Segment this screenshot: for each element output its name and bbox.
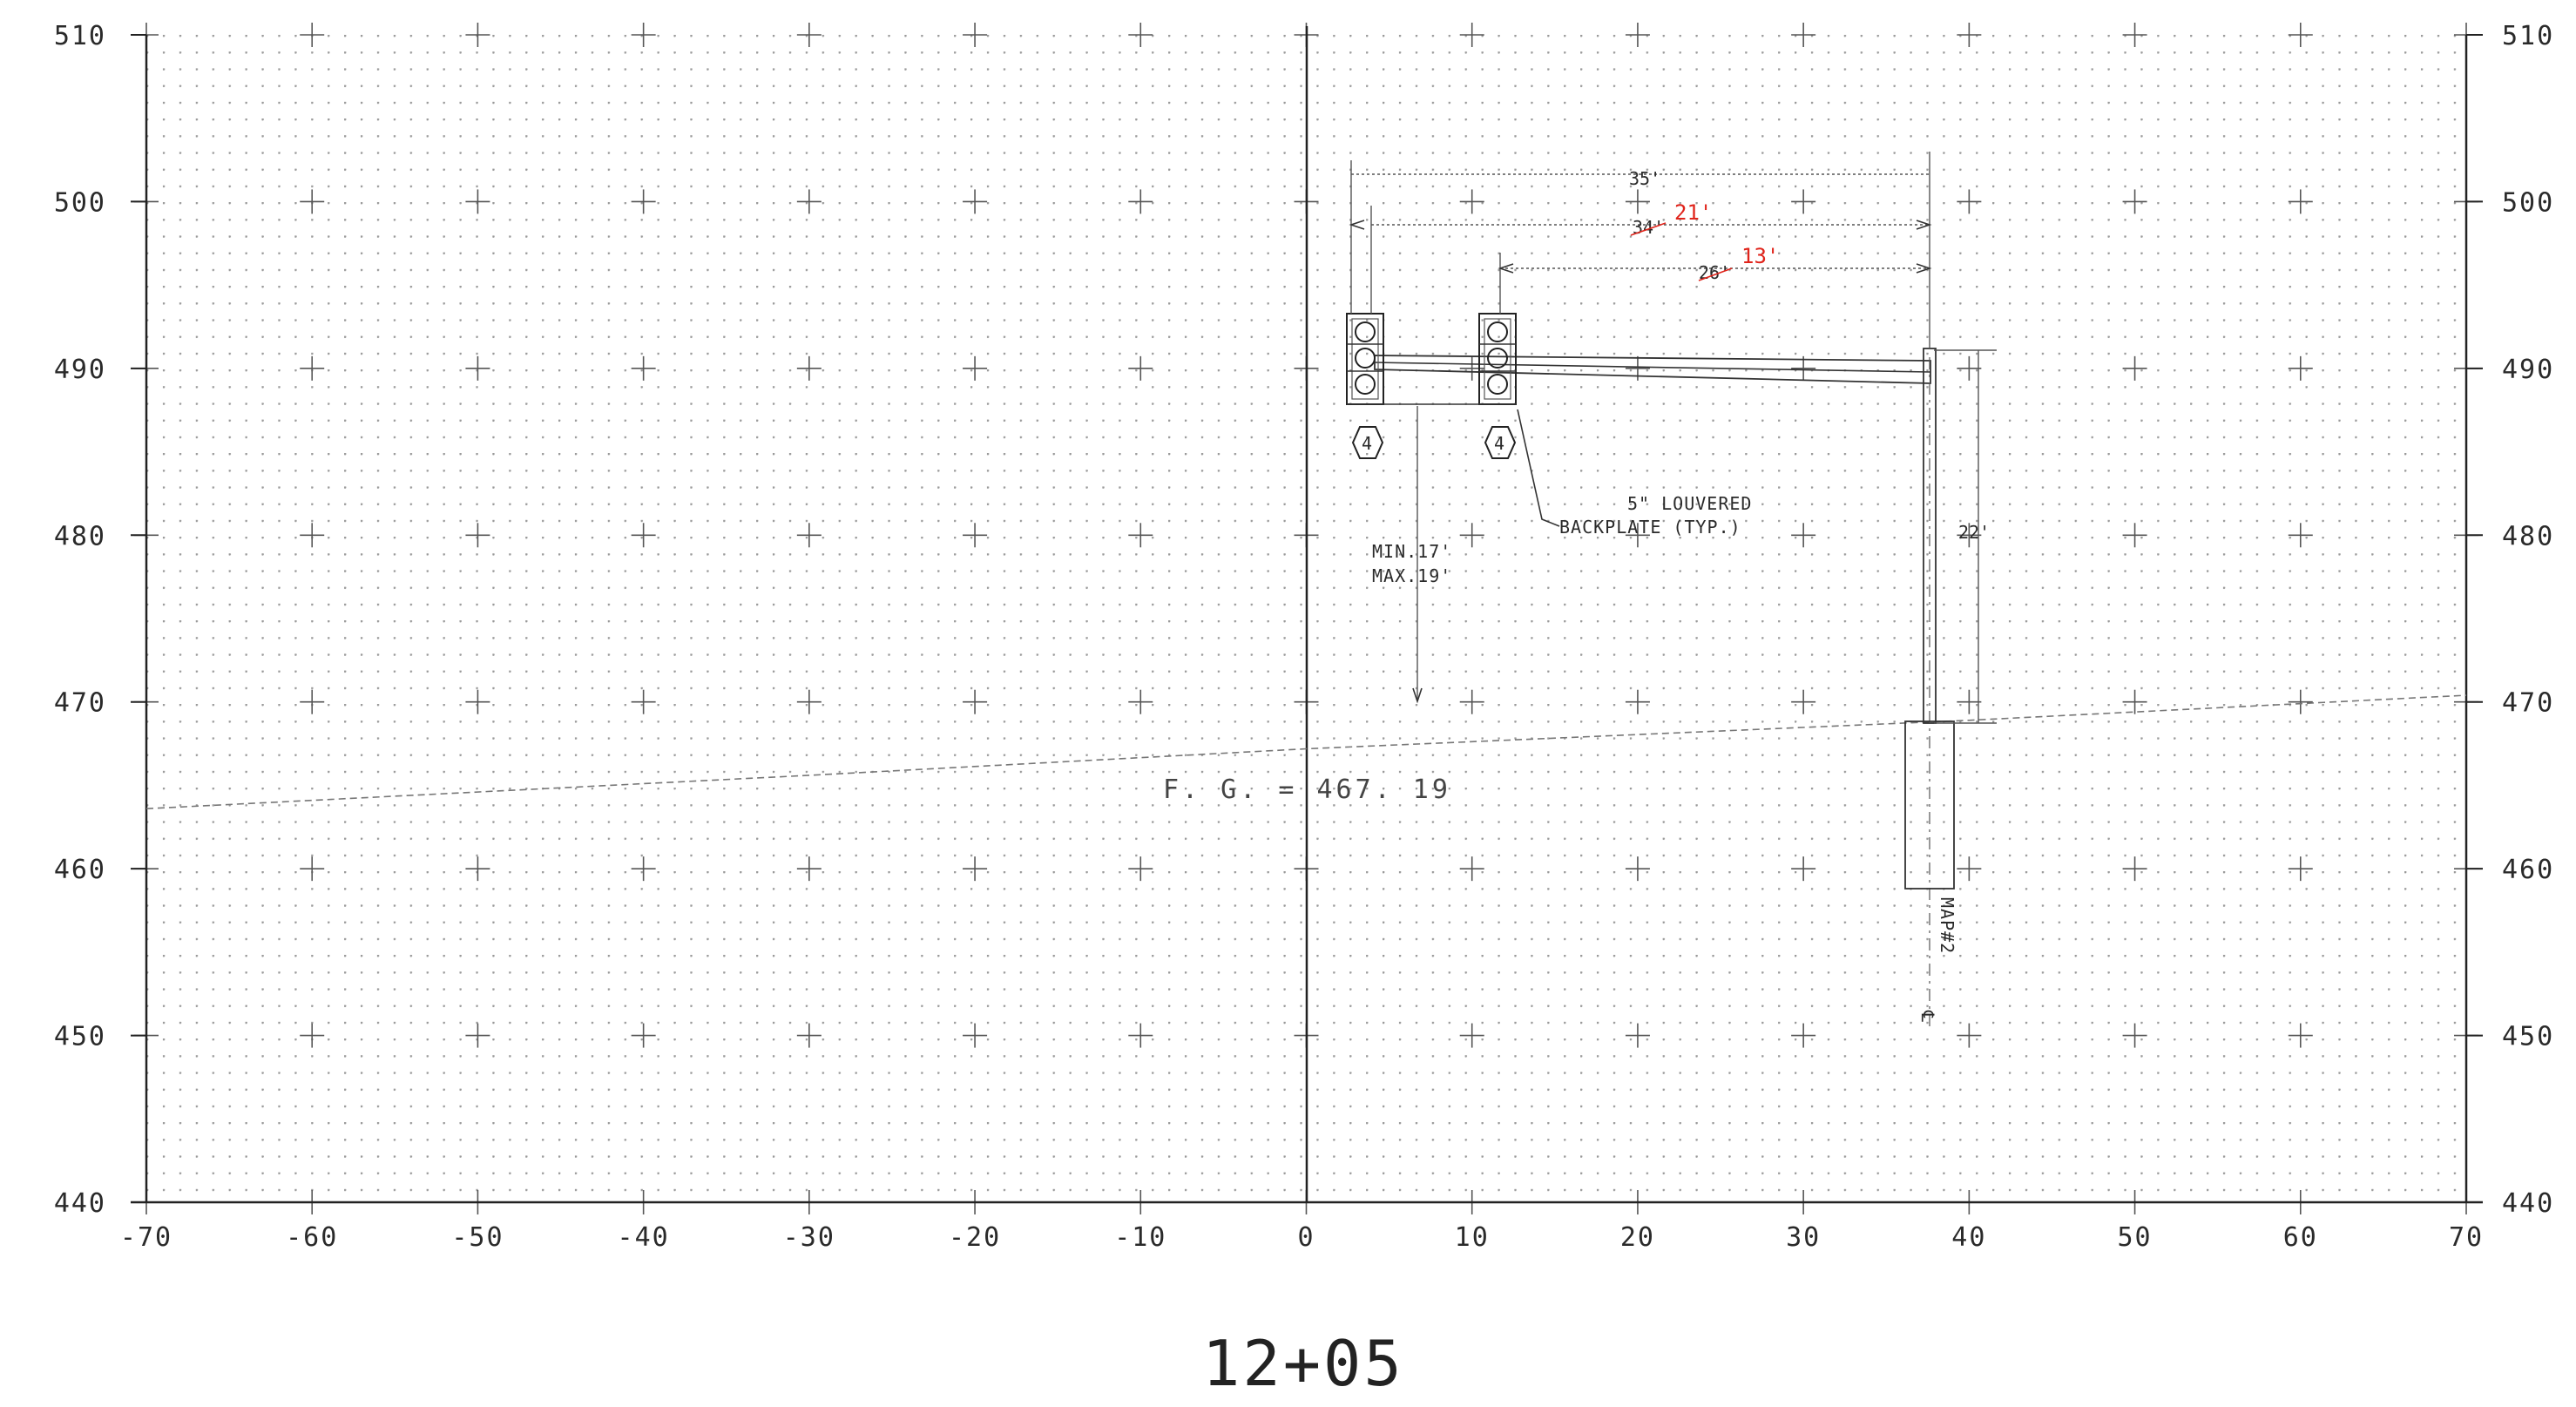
y-tick-label: 480 [54, 521, 106, 551]
signal-callout-label: 4 [1494, 433, 1504, 454]
y-tick-label: 480 [2502, 521, 2554, 551]
signal-callout-hexagon [1351, 426, 1384, 459]
revised-dimension-13: 13' [1741, 244, 1779, 268]
arrowhead [1412, 687, 1423, 704]
arrowhead [1349, 220, 1365, 230]
clearance-note-max: MAX.19' [1372, 565, 1451, 586]
y-tick-label: 490 [54, 355, 106, 385]
x-tick-label: -20 [949, 1222, 1001, 1253]
signal-lens [1355, 374, 1376, 395]
x-tick-labels: -70 -60 -50 -40 -30 -20 -10 0 10 20 30 40 50 60 70 [120, 1222, 2484, 1253]
louvered-backplate [1351, 318, 1379, 400]
y-tick-label: 470 [2502, 688, 2554, 719]
station-label: 12+05 [1202, 1327, 1404, 1400]
x-tick-label: 30 [1786, 1222, 1821, 1253]
pole-foundation [1904, 720, 1955, 890]
signal-structure: 4 4 MIN.17' MAX.19' 5" LOUVERED BACKPLAT… [1346, 152, 1997, 1028]
y-tick-label: 440 [54, 1188, 106, 1219]
backplate-note-line2: BACKPLATE (TYP.) [1559, 517, 1741, 538]
x-tick-label: 40 [1951, 1222, 1986, 1253]
y-tick-label: 500 [2502, 187, 2554, 218]
x-tick-label: 10 [1455, 1222, 1490, 1253]
y-tick-label: 450 [54, 1022, 106, 1052]
x-tick-label: -30 [783, 1222, 835, 1253]
signal-head [1478, 313, 1517, 405]
louvered-backplate [1484, 318, 1511, 400]
pole-height-label: 22' [1958, 522, 1990, 543]
x-tick-label: -70 [120, 1222, 172, 1253]
signal-lens [1487, 348, 1508, 369]
signal-lens [1355, 321, 1376, 342]
signal-callout-label: 4 [1362, 433, 1372, 454]
x-tick-label: -40 [618, 1222, 670, 1253]
mast-arm [1374, 355, 1931, 384]
signal-lens [1355, 348, 1376, 369]
x-tick-label: -10 [1114, 1222, 1166, 1253]
signal-lens [1487, 321, 1508, 342]
signal-lens [1487, 374, 1508, 395]
y-tick-label: 460 [2502, 855, 2554, 885]
existing-ground-line [145, 694, 2467, 810]
revised-dimension-21: 21' [1674, 200, 1712, 225]
x-tick-label: 60 [2283, 1222, 2318, 1253]
finished-grade-label: F. G. = 467. 19 [1163, 775, 1451, 805]
backplate-leader [1517, 409, 1560, 527]
pole-map-label: MAP#2 [1937, 897, 1957, 954]
dimension-35-label: 35' [1629, 168, 1660, 189]
strike-out-mark [1698, 267, 1733, 281]
x-tick-label: 20 [1620, 1222, 1655, 1253]
y-tick-label: 460 [54, 855, 106, 885]
y-tick-label: 470 [54, 688, 106, 719]
dimension-34-label: 34' [1633, 217, 1664, 238]
x-tick-label: -50 [451, 1222, 504, 1253]
mast-arm-centerline [1374, 362, 1931, 373]
x-tick-label: 50 [2118, 1222, 2153, 1253]
y-tick-label: 440 [2502, 1188, 2554, 1219]
x-tick-label: -60 [286, 1222, 338, 1253]
clearance-note-min: MIN.17' [1372, 541, 1451, 562]
arrowhead [1916, 220, 1932, 230]
backplate-note-line1: 5" LOUVERED [1627, 493, 1752, 514]
y-tick-label: 490 [2502, 355, 2554, 385]
y-tick-label: 500 [54, 187, 106, 218]
arrowhead [1916, 263, 1932, 274]
y-tick-label: 510 [2502, 21, 2554, 51]
y-tick-label: 450 [2502, 1022, 2554, 1052]
pole-centerline-symbol: ℄ [1917, 1010, 1938, 1023]
y-tick-labels-right: 510 500 490 480 470 460 450 440 [2502, 21, 2554, 1219]
signal-callout-hexagon [1484, 426, 1517, 459]
y-tick-label: 510 [54, 21, 106, 51]
arrowhead [1498, 263, 1514, 274]
strike-out-mark [1630, 222, 1667, 236]
x-tick-label: 70 [2449, 1222, 2484, 1253]
x-tick-label: 0 [1297, 1222, 1315, 1253]
dimension-26-label: 26' [1699, 262, 1730, 283]
y-tick-labels-left: 510 500 490 480 470 460 450 440 [54, 21, 2483, 1219]
